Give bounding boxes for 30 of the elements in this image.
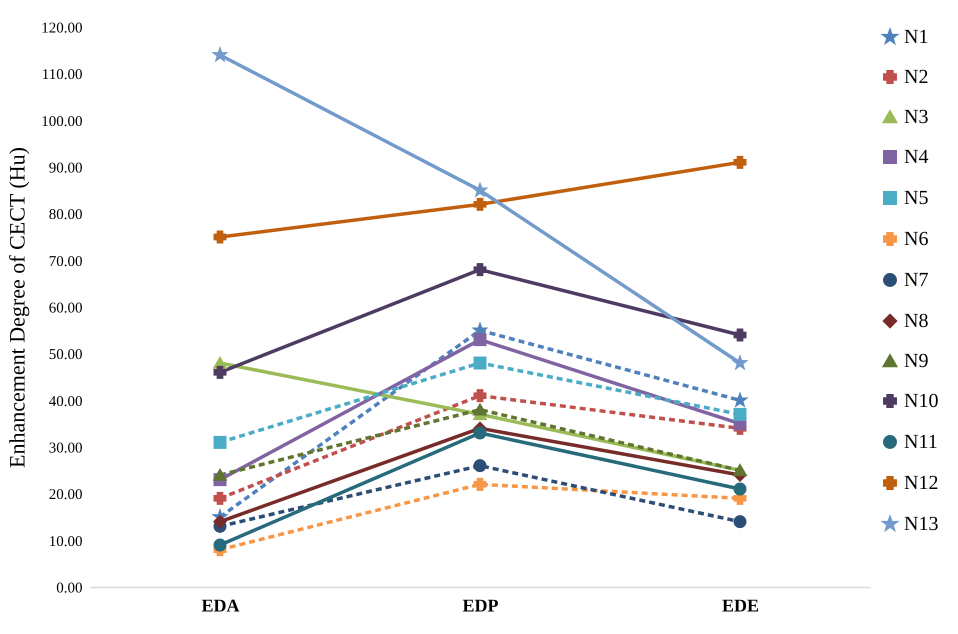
legend-label: N12 bbox=[904, 472, 938, 494]
legend-label: N1 bbox=[904, 26, 928, 48]
legend-label: N5 bbox=[904, 187, 928, 209]
y-axis-title: Enhancement Degree of CECT (Hu) bbox=[4, 147, 30, 468]
legend-label: N9 bbox=[904, 350, 928, 372]
x-tick-label: EDE bbox=[722, 596, 760, 616]
y-tick-label: 40.00 bbox=[48, 394, 82, 410]
legend-label: N10 bbox=[904, 390, 938, 412]
y-tick-label: 70.00 bbox=[48, 254, 82, 270]
y-tick-label: 90.00 bbox=[48, 160, 82, 176]
y-tick-label: 80.00 bbox=[48, 207, 82, 224]
y-tick-label: 20.00 bbox=[48, 487, 82, 504]
y-tick-label: 110.00 bbox=[42, 67, 82, 84]
legend-label: N13 bbox=[904, 513, 938, 535]
y-tick-label: 50.00 bbox=[48, 347, 82, 364]
legend-label: N8 bbox=[904, 310, 928, 332]
y-tick-label: 0.00 bbox=[56, 580, 82, 596]
y-tick-label: 60.00 bbox=[48, 300, 82, 316]
legend-label: N3 bbox=[904, 106, 928, 128]
x-tick-label: EDP bbox=[462, 596, 499, 616]
legend-label: N4 bbox=[904, 146, 928, 168]
y-tick-label: 100.00 bbox=[41, 114, 82, 130]
legend-label: N6 bbox=[904, 228, 928, 250]
y-tick-label: 30.00 bbox=[48, 440, 82, 456]
legend-label: N2 bbox=[904, 66, 928, 88]
y-tick-label: 120.00 bbox=[41, 20, 82, 36]
legend-label: N11 bbox=[904, 431, 938, 453]
legend-label: N7 bbox=[904, 269, 928, 291]
x-tick-label: EDA bbox=[201, 596, 240, 616]
y-tick-label: 10.00 bbox=[48, 534, 82, 550]
